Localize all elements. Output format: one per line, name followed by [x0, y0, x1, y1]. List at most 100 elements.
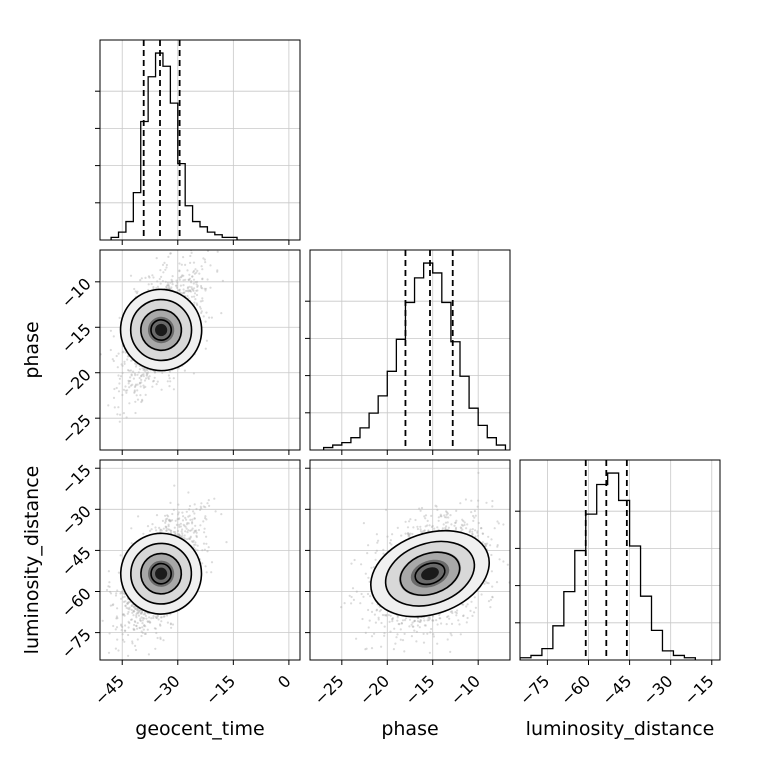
scatter-point — [137, 612, 140, 615]
scatter-point — [121, 633, 124, 636]
scatter-point — [118, 377, 121, 380]
scatter-point — [210, 571, 213, 574]
scatter-point — [201, 562, 204, 565]
scatter-point — [420, 506, 424, 510]
scatter-point — [138, 626, 141, 629]
scatter-point — [367, 544, 370, 547]
scatter-point — [401, 639, 405, 642]
scatter-point — [445, 516, 448, 519]
scatter-point — [117, 649, 120, 652]
scatter-point — [469, 609, 472, 613]
scatter-point — [172, 530, 175, 534]
scatter-point — [423, 515, 426, 518]
scatter-point — [166, 380, 169, 383]
scatter-point — [190, 540, 194, 543]
scatter-point — [115, 617, 118, 620]
scatter-point — [177, 518, 180, 521]
scatter-point — [181, 528, 184, 531]
scatter-point — [127, 654, 130, 658]
scatter-point — [186, 287, 189, 290]
scatter-point — [138, 381, 141, 384]
scatter-point — [192, 372, 195, 375]
scatter-point — [455, 614, 458, 617]
scatter-point — [156, 614, 159, 617]
scatter-point — [162, 615, 165, 618]
scatter-point — [127, 379, 130, 382]
scatter-point — [126, 358, 129, 361]
scatter-point — [182, 274, 185, 277]
scatter-point — [430, 514, 433, 518]
scatter-point — [196, 549, 199, 552]
scatter-point — [159, 528, 162, 531]
scatter-point — [201, 287, 204, 290]
scatter-point — [192, 510, 195, 513]
y-tick-label: −75 — [58, 625, 95, 662]
scatter-point — [185, 523, 188, 526]
y-tick-label: −30 — [58, 502, 95, 539]
scatter-point — [400, 622, 403, 625]
scatter-point — [169, 622, 172, 625]
scatter-point — [195, 507, 198, 511]
scatter-point — [121, 590, 124, 593]
scatter-point — [122, 613, 125, 616]
scatter-point — [197, 528, 201, 532]
scatter-point — [404, 532, 407, 535]
scatter-point — [423, 529, 426, 532]
scatter-point — [182, 291, 185, 294]
scatter-point — [490, 538, 493, 541]
scatter-point — [200, 286, 203, 289]
scatter-point — [132, 628, 135, 631]
scatter-point — [405, 617, 408, 620]
scatter-point — [423, 624, 426, 627]
scatter-point — [194, 268, 197, 271]
scatter-point — [109, 329, 112, 332]
scatter-point — [186, 289, 189, 292]
scatter-point — [127, 382, 130, 385]
scatter-point — [445, 511, 449, 514]
scatter-point — [130, 618, 133, 621]
y-tick-label: −25 — [58, 411, 95, 448]
x-tick-label: −30 — [146, 671, 183, 708]
scatter-point — [203, 287, 206, 290]
scatter-point — [107, 404, 110, 407]
scatter-point — [447, 615, 450, 618]
scatter-point — [454, 521, 457, 525]
scatter-point — [491, 505, 494, 508]
scatter-point — [123, 360, 126, 363]
scatter-point — [407, 533, 410, 537]
scatter-point — [195, 302, 198, 305]
scatter-point — [182, 284, 185, 287]
scatter-point — [191, 275, 194, 278]
scatter-point — [105, 588, 109, 592]
scatter-point — [362, 595, 365, 598]
scatter-point — [140, 634, 143, 638]
scatter-point — [205, 542, 208, 545]
scatter-point — [409, 518, 412, 521]
scatter-point — [214, 510, 217, 513]
scatter-point — [170, 529, 173, 532]
scatter-point — [445, 513, 448, 516]
scatter-point — [122, 350, 125, 353]
scatter-point — [178, 534, 181, 537]
scatter-point — [419, 528, 422, 531]
scatter-point — [173, 526, 176, 529]
scatter-point — [421, 530, 424, 533]
scatter-point — [161, 371, 164, 374]
scatter-point — [465, 527, 468, 530]
scatter-point — [490, 570, 493, 573]
scatter-point — [165, 529, 168, 532]
scatter-point — [196, 544, 199, 547]
scatter-point — [116, 413, 119, 416]
scatter-point — [383, 614, 386, 617]
scatter-point — [156, 380, 159, 383]
scatter-point — [169, 252, 172, 255]
scatter-point — [193, 517, 196, 520]
scatter-point — [117, 406, 120, 409]
scatter-point — [442, 523, 445, 526]
scatter-point — [411, 532, 414, 536]
scatter-point — [178, 533, 181, 536]
x-tick-label: −30 — [639, 671, 676, 708]
scatter-point — [130, 374, 133, 377]
scatter-point — [140, 375, 143, 378]
scatter-point — [136, 627, 139, 630]
